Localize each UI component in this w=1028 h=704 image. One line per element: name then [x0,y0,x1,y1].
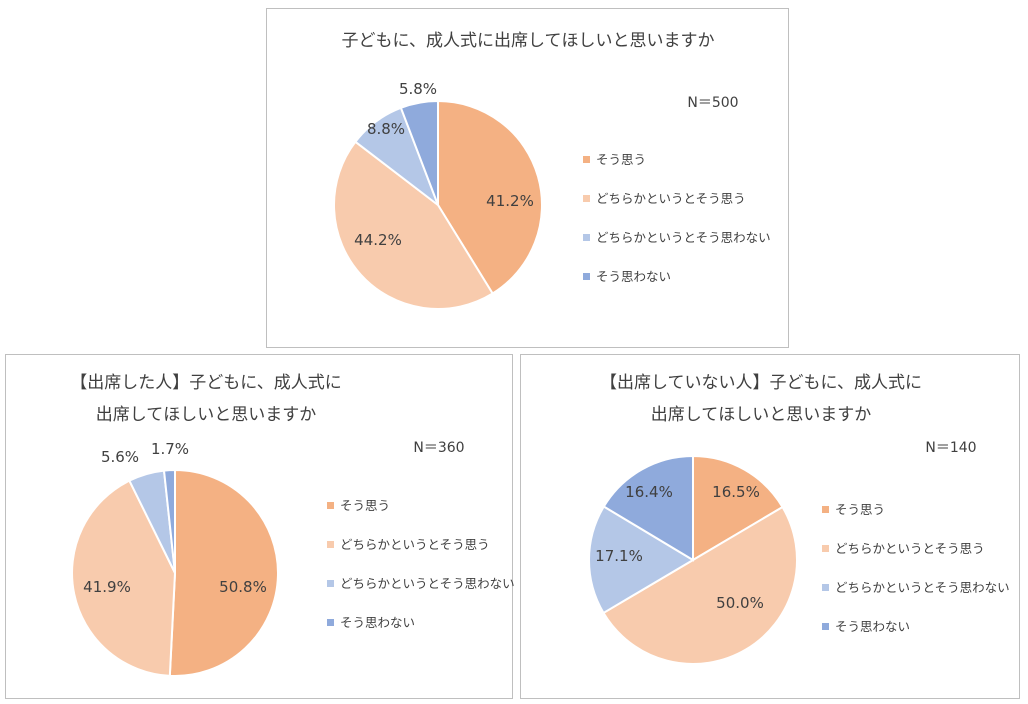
data-label: 41.2% [486,192,534,210]
legend-label: そう思わない [596,269,671,284]
data-label: 1.7% [151,440,189,458]
legend-swatch [327,541,334,548]
chart-panel-not-attended: 【出席していない人】子どもに、成人式に 出席してほしいと思いますか N＝140 16.… [520,354,1020,699]
pie-slice [162,468,176,574]
pie-slice [71,479,177,677]
legend-label: どちらかというとそう思わない [596,230,771,245]
legend-swatch [822,545,829,552]
chart-title-line: 【出席した人】子どもに、成人式に [70,373,342,393]
chart-svg-attended: 【出席した人】子どもに、成人式に出席してほしいと思いますか N＝360 50.8% 4… [70,373,514,677]
legend-label: そう思う [835,502,885,517]
chart-svg-all: 子どもに、成人式に出席してほしいと思いますか N＝500 41.2% 44.2% 8.8… [333,31,771,310]
data-label: 44.2% [354,231,402,249]
pie-slice [333,140,494,310]
pie-slice [588,505,695,615]
legend-label: どちらかというとそう思う [340,537,490,552]
legend-swatch [583,195,590,202]
sample-size-label: N＝140 [925,440,976,456]
data-label: 16.4% [625,483,673,501]
sample-size-label: N＝500 [687,95,738,111]
chart-svg-not-attended: 【出席していない人】子どもに、成人式に出席してほしいと思いますか N＝140 16.… [588,373,1010,665]
legend-swatch [822,623,829,630]
legend-label: どちらかというとそう思わない [835,580,1010,595]
chart-panel-attended: 【出席した人】子どもに、成人式に 出席してほしいと思いますか N＝360 50.8% 4… [5,354,514,699]
legend-label: どちらかというとそう思わない [340,576,514,591]
pie-slice [602,454,694,562]
legend-swatch [583,156,590,163]
chart-title-line: 【出席していない人】子どもに、成人式に [600,373,922,393]
data-label: 16.5% [712,483,760,501]
legend-swatch [822,584,829,591]
legend-label: どちらかというとそう思う [596,191,746,206]
legend-swatch [583,234,590,241]
legend-label: そう思わない [340,615,415,630]
data-label: 5.8% [399,80,437,98]
legend-label: そう思わない [835,619,910,634]
legend-swatch [327,502,334,509]
data-label: 17.1% [595,547,643,565]
chart-panel-all: 子どもに、成人式に出席してほしいと思いますか N＝500 41.2% 44.2% 8.8… [266,8,789,348]
legend-swatch [822,506,829,513]
data-label: 5.6% [101,448,139,466]
legend-label: どちらかというとそう思う [835,541,985,556]
chart-title-line: 子どもに、成人式に出席してほしいと思いますか [342,31,715,51]
data-label: 41.9% [83,578,131,596]
legend-label: そう思う [340,498,390,513]
chart-title-line: 出席してほしいと思いますか [651,405,872,425]
data-label: 50.0% [716,594,764,612]
data-label: 8.8% [367,120,405,138]
pie-slice [399,99,439,206]
legend-label: そう思う [596,152,646,167]
legend-swatch [583,273,590,280]
pie-slice [602,505,798,665]
data-label: 50.8% [219,578,267,596]
pie-slice [692,454,784,562]
pie-slice [168,468,279,677]
sample-size-label: N＝360 [413,440,464,456]
legend-swatch [327,580,334,587]
chart-title-line: 出席してほしいと思いますか [96,405,317,425]
legend-swatch [327,619,334,626]
